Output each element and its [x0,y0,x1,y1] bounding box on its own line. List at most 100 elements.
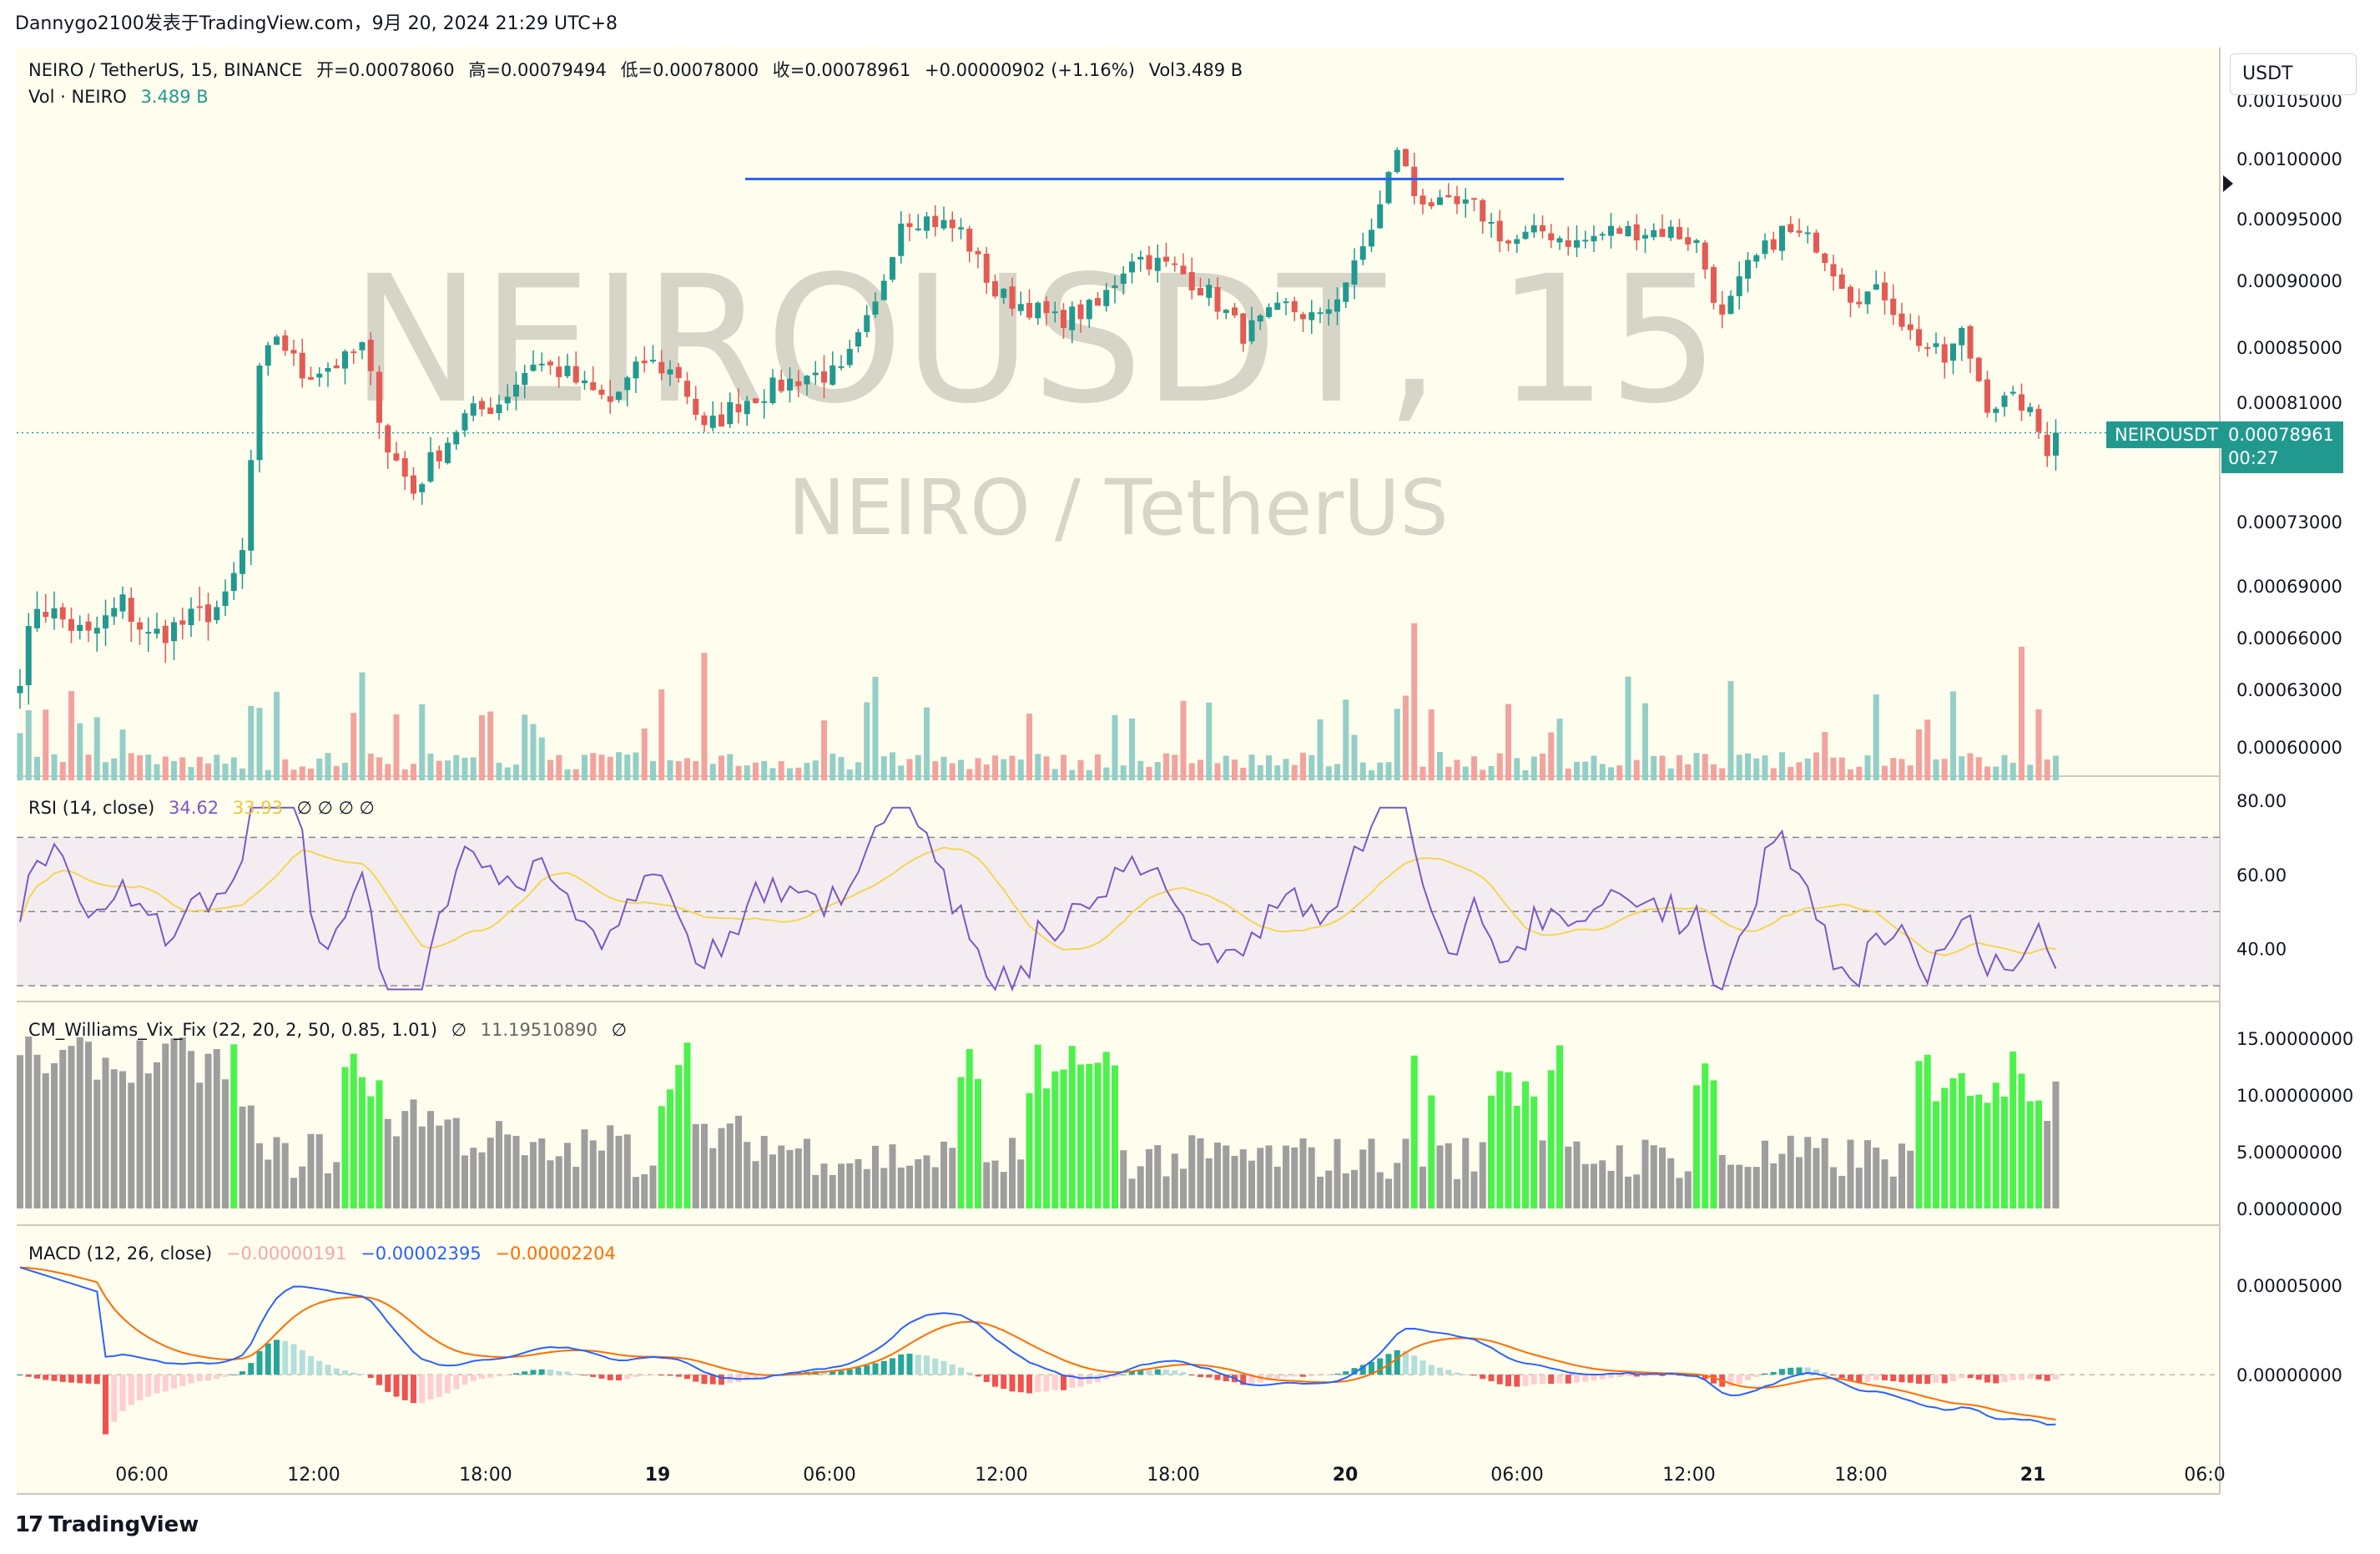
last-price-tag: 0.00078961 00:27 [2221,421,2343,473]
tradingview-brand[interactable]: 17 TradingView [15,1512,199,1537]
currency-selector[interactable]: USDT [2230,53,2357,95]
volume-bar [1882,765,1888,780]
vol-legend-value: 3.489 B [140,87,209,107]
candle-body [2044,434,2050,457]
volume-bar [1198,759,1203,780]
volume-bar [205,763,211,780]
vix-bar [1599,1160,1606,1208]
candle-body [769,377,776,403]
price-tick-label: 0.00066000 [2236,628,2342,648]
vix-bar [359,1077,366,1208]
macd-hist-bar [872,1363,879,1375]
volume-bar [890,752,895,780]
volume-bar [1505,704,1511,780]
candle-body [1343,282,1349,302]
candle-body [34,608,40,628]
macd-hist-bar [282,1340,289,1375]
macd-hist-bar [1154,1369,1161,1375]
candle-body [385,425,391,453]
volume-bar [1471,756,1477,780]
candle-body [650,360,656,362]
macd-hist-bar [719,1375,724,1385]
candle-body [1351,260,1358,285]
volume-bar [111,758,118,780]
volume-bar [924,707,930,780]
candle-body [915,228,921,230]
vix-bar [102,1057,109,1208]
candle-body [2035,408,2042,432]
candle-body [1530,225,1537,233]
candle-body [1916,329,1922,346]
volume-bar [1163,753,1169,780]
volume-bar [1677,754,1682,780]
volume-bar [1206,702,1213,780]
vix-bar [889,1144,896,1208]
macd-hist-bar [1026,1375,1032,1394]
vol-legend-label[interactable]: Vol · NEIRO [28,87,127,107]
candle-body [513,384,519,397]
vix-bar [667,1089,673,1208]
vix-bar [1410,1055,1418,1208]
volume-bar [1651,755,1657,780]
volume-bar [1599,764,1606,780]
vix-bar [110,1069,118,1208]
candle-body [1950,343,1956,361]
volume-bar [1667,768,1674,780]
volume-bar [43,709,49,780]
legend-symbol[interactable]: NEIRO / TetherUS, 15, BINANCE [28,60,303,80]
rsi-legend-label[interactable]: RSI (14, close) [28,798,155,818]
volume-bar [265,769,271,780]
macd-hist-bar [342,1370,348,1375]
macd-hist-bar [1822,1372,1828,1375]
volume-bar [846,769,853,780]
rsi-pane[interactable] [17,806,2220,992]
vix-bar [1000,1172,1007,1208]
volume-bar [1291,764,1298,780]
vix-bar [1847,1139,1854,1208]
candle-body [299,352,305,379]
volume-bar [316,758,323,780]
macd-hist-bar [1633,1375,1640,1377]
candle-body [556,366,562,377]
volume-bar [1933,759,1939,780]
macd-hist-bar [1403,1350,1409,1375]
vix-bar [1171,1153,1178,1208]
macd-hist-bar [556,1370,562,1375]
candle-body [522,372,528,386]
price-tick-label: 0.00081000 [2236,393,2342,413]
vix-bar [1992,1082,1999,1208]
candle-body [582,380,587,384]
vix-bar [1727,1164,1734,1208]
macd-hist-bar [103,1375,108,1435]
volume-bar [522,714,528,780]
price-tick-label: 0.00073000 [2236,512,2342,532]
vix-bar [735,1115,742,1208]
macd-hist-bar [1437,1367,1443,1375]
candle-body [51,608,58,619]
vix-legend-value: 11.19510890 [480,1020,598,1040]
candlestick-series[interactable] [17,147,2060,709]
vix-bar [1975,1094,1983,1208]
vix-bar [1522,1081,1529,1208]
macd-hist-bar [1522,1375,1529,1386]
vix-bar [487,1138,494,1208]
volume-bar [804,763,810,780]
volume-bar [274,691,280,780]
candle-body [1608,225,1614,236]
candle-body [470,403,477,416]
vix-bar [1547,1070,1555,1208]
macd-pane[interactable] [17,1266,2220,1435]
vix-legend-label[interactable]: CM_Williams_Vix_Fix (22, 20, 2, 50, 0.85… [28,1020,438,1040]
vix-fix-pane[interactable] [17,1037,2060,1208]
time-tick-label: 06:00 [1490,1465,1543,1486]
vix-bar [1496,1071,1504,1208]
macd-hist-bar [2019,1375,2025,1380]
macd-hist-bar [1907,1375,1914,1383]
volume-bar [1061,754,1066,780]
vix-bar [1094,1062,1102,1208]
macd-legend-label[interactable]: MACD (12, 26, close) [28,1244,213,1264]
candle-body [376,371,382,423]
macd-hist-bar [274,1340,280,1375]
candle-body [992,280,998,297]
